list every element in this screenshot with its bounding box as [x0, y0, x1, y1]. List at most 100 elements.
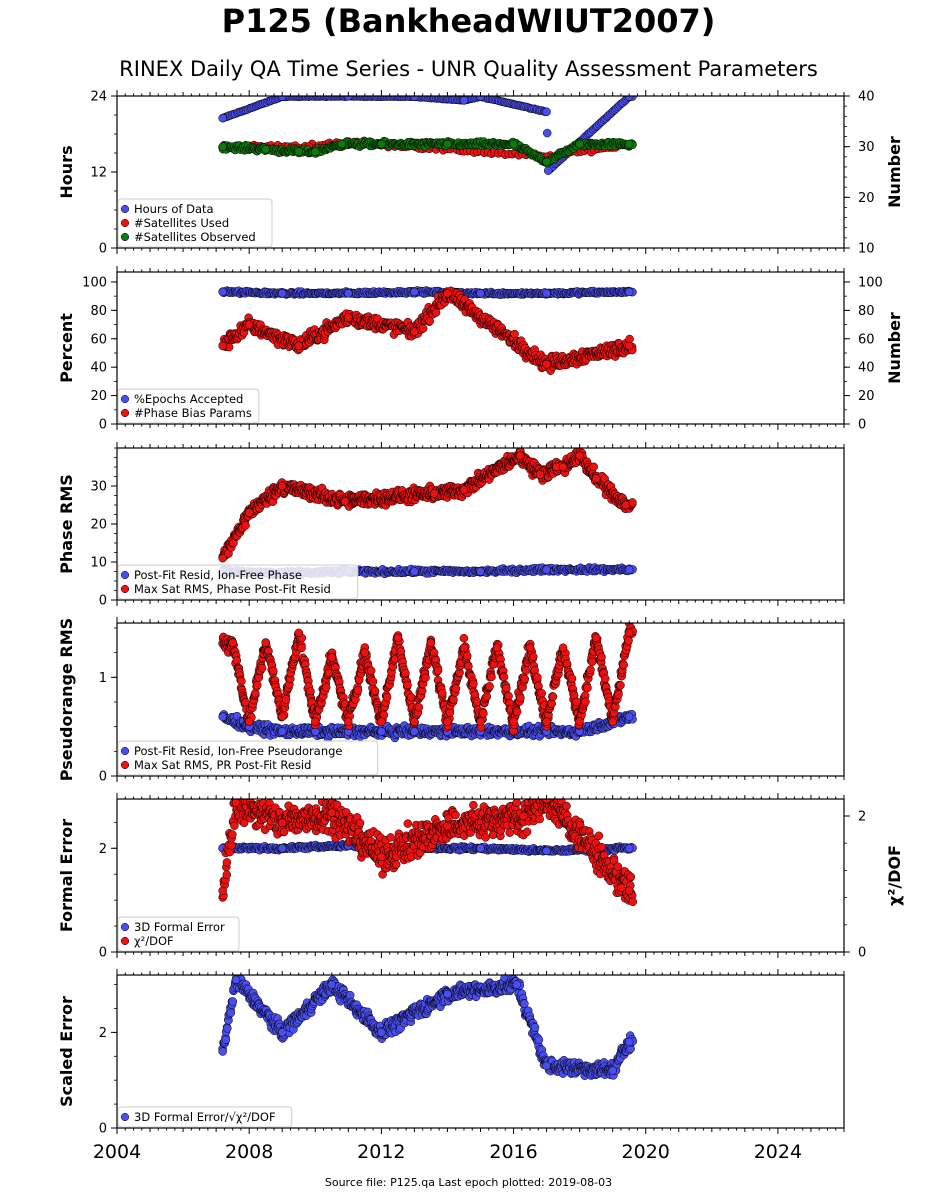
data-point	[443, 289, 452, 298]
data-point	[535, 470, 545, 479]
data-point	[421, 673, 430, 683]
data-point	[406, 692, 416, 702]
y-tick-label: 0	[99, 594, 107, 609]
y-axis-label: Percent	[57, 313, 76, 383]
y-axis-left: 0 20 40 60 80 100	[82, 275, 117, 433]
data-point	[509, 139, 518, 149]
data-point	[257, 663, 267, 673]
data-point	[294, 341, 304, 351]
legend-label: %Epochs Accepted	[134, 392, 243, 406]
legend-label: #Phase Bias Params	[134, 406, 252, 420]
y-axis-left: 0 12 24	[90, 90, 117, 257]
y-tick-label-right: 30	[858, 140, 875, 155]
scatter-points-2	[218, 286, 637, 375]
scatter-points-3	[218, 448, 637, 580]
data-point	[382, 693, 392, 702]
series-2-2	[218, 286, 637, 375]
y-tick-label: 24	[90, 90, 107, 105]
data-point	[403, 680, 412, 690]
data-point	[589, 462, 598, 472]
data-point	[624, 565, 634, 574]
y-axis-right: 0 20 40 60 80 100	[844, 275, 883, 433]
data-point	[218, 287, 227, 297]
legend-label: Max Sat RMS, Phase Post-Fit Resid	[134, 582, 331, 596]
y-tick-label-right: 20	[858, 191, 875, 206]
y-tick-label: 100	[82, 275, 107, 290]
data-point	[443, 139, 452, 149]
y-tick-label-right: 100	[858, 275, 883, 290]
y-tick-label-right: 20	[858, 389, 875, 404]
data-point	[277, 289, 287, 298]
y-axis-left: 0 10 20 30	[90, 447, 117, 609]
data-point	[377, 139, 386, 149]
data-point	[624, 139, 634, 149]
data-point	[277, 481, 287, 491]
y-tick-label: 40	[90, 361, 107, 376]
series-3-2	[218, 448, 637, 563]
y-tick-label: 0	[99, 242, 107, 257]
y-axis-label: Phase RMS	[57, 474, 76, 574]
data-point	[433, 666, 443, 675]
data-point	[337, 139, 346, 149]
data-point	[558, 462, 568, 472]
data-point	[487, 672, 496, 682]
data-point	[445, 708, 455, 717]
legend: %Epochs Accepted#Phase Bias Params	[117, 388, 260, 424]
data-point	[344, 313, 353, 322]
legend-label: #Satellites Used	[134, 216, 229, 230]
data-point	[469, 679, 478, 689]
data-point	[281, 695, 291, 704]
series-4-2	[218, 623, 637, 736]
data-point	[624, 287, 634, 297]
legend-box	[117, 198, 273, 248]
data-point	[438, 689, 447, 698]
data-point	[277, 727, 287, 736]
data-point	[575, 451, 584, 460]
data-point	[449, 695, 458, 704]
y-tick-label: 0	[99, 418, 107, 433]
data-point	[396, 647, 406, 656]
data-point	[294, 147, 304, 156]
legend-box	[117, 388, 260, 424]
data-point	[542, 157, 551, 167]
chart-title: P125 (BankheadWIUT2007)	[221, 2, 716, 40]
series-3-1	[218, 563, 637, 580]
data-point	[462, 651, 472, 661]
y-tick-label-right: 60	[858, 332, 875, 347]
y-axis-label-right: Number	[885, 312, 904, 384]
data-point	[370, 686, 380, 696]
data-point	[241, 521, 250, 530]
data-point	[232, 656, 242, 665]
data-point	[366, 666, 376, 675]
y-axis-label: Hours	[57, 145, 76, 198]
legend-label: Post-Fit Resid, Ion-Free Phase	[134, 568, 302, 582]
data-point	[542, 565, 551, 574]
legend-marker	[120, 584, 130, 594]
data-point	[542, 289, 551, 298]
data-point	[218, 553, 227, 563]
legend-marker	[120, 232, 130, 242]
legend-marker	[120, 570, 130, 580]
y-tick-label: 12	[90, 166, 107, 181]
data-point	[575, 139, 584, 149]
data-point	[543, 166, 553, 175]
y-tick-label: 20	[90, 389, 107, 404]
data-point	[459, 96, 469, 105]
legend-marker	[120, 204, 130, 214]
data-point	[459, 633, 469, 643]
data-point	[340, 496, 350, 506]
data-point	[401, 668, 410, 678]
data-point	[244, 508, 254, 517]
data-point	[237, 676, 246, 686]
y-tick-label-right: 40	[858, 90, 875, 105]
data-point	[429, 489, 439, 498]
data-point	[261, 144, 270, 154]
legend-marker	[120, 408, 130, 418]
data-point	[624, 712, 634, 722]
y-tick-label-right: 80	[858, 304, 875, 319]
data-point	[218, 712, 227, 722]
scatter-points-4	[218, 623, 637, 743]
